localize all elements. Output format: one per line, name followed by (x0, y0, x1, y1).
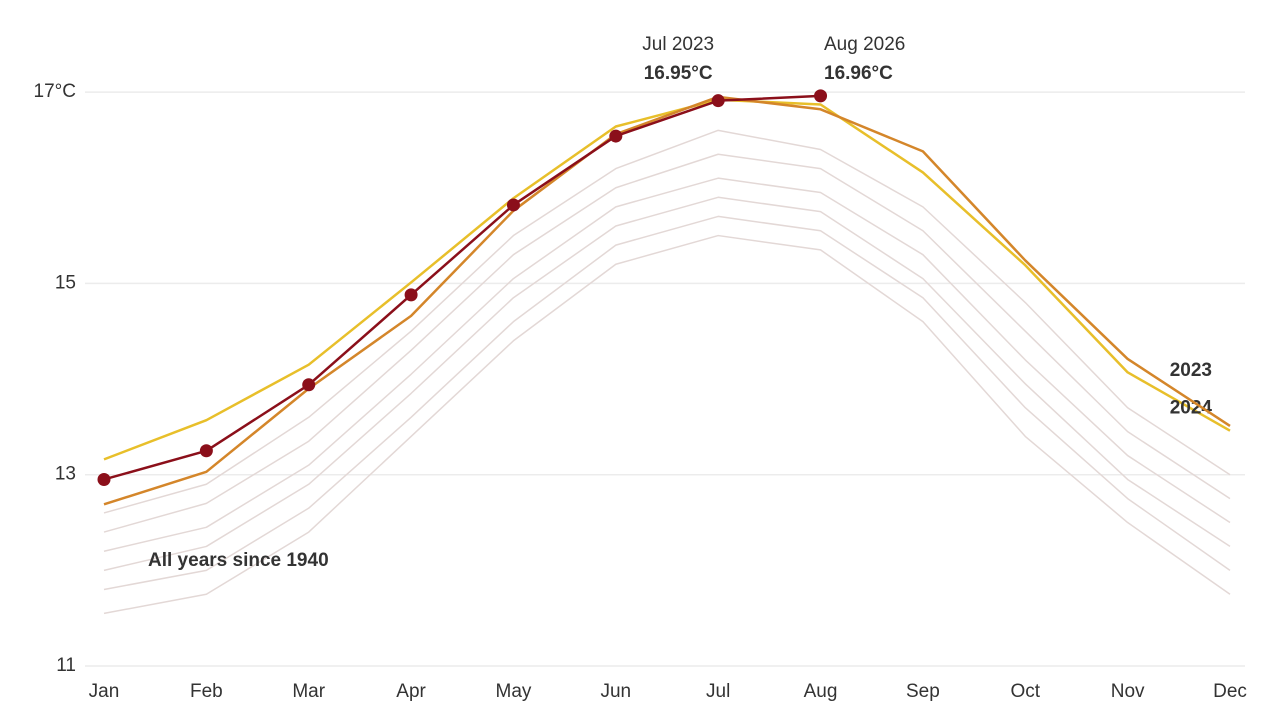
x-tick-label: Mar (292, 681, 325, 702)
annotation: Jul 2023 (642, 34, 714, 55)
background-label: All years since 1940 (148, 550, 329, 571)
point (302, 378, 316, 392)
point (711, 94, 725, 108)
series-line (103, 94, 821, 481)
series-line (103, 98, 1231, 461)
series-label: 2023 (1170, 360, 1212, 381)
x-tick-label: Feb (190, 681, 223, 702)
point (199, 444, 213, 458)
y-tick-label: 13 (55, 464, 76, 485)
point (814, 89, 828, 103)
background-line (103, 215, 1231, 591)
background-line (103, 153, 1231, 533)
point (97, 472, 111, 486)
point (404, 288, 418, 302)
data-label: 16.95°C (644, 63, 713, 84)
y-tick-label: 17°C (34, 81, 76, 102)
series-line (103, 95, 1231, 506)
x-tick-label: Sep (906, 681, 940, 702)
x-tick-label: Oct (1010, 681, 1040, 702)
y-tick-label: 11 (56, 655, 76, 676)
background-line (103, 129, 1231, 514)
x-tick-label: Dec (1213, 681, 1247, 702)
x-tick-label: Nov (1111, 681, 1145, 702)
background-line (103, 177, 1231, 552)
x-tick-label: Aug (804, 681, 838, 702)
annotation: Aug 2026 (824, 34, 905, 55)
x-tick-label: Jan (89, 681, 120, 702)
background-line (103, 196, 1231, 572)
y-tick-label: 15 (55, 272, 76, 293)
x-tick-label: Apr (396, 681, 426, 702)
x-tick-label: Jun (600, 681, 631, 702)
point (609, 129, 623, 143)
point (506, 198, 520, 212)
x-tick-label: May (496, 681, 532, 702)
data-label: 16.96°C (824, 63, 893, 84)
x-tick-label: Jul (706, 681, 730, 702)
background-line (103, 234, 1231, 615)
series-label: 2024 (1170, 398, 1213, 419)
